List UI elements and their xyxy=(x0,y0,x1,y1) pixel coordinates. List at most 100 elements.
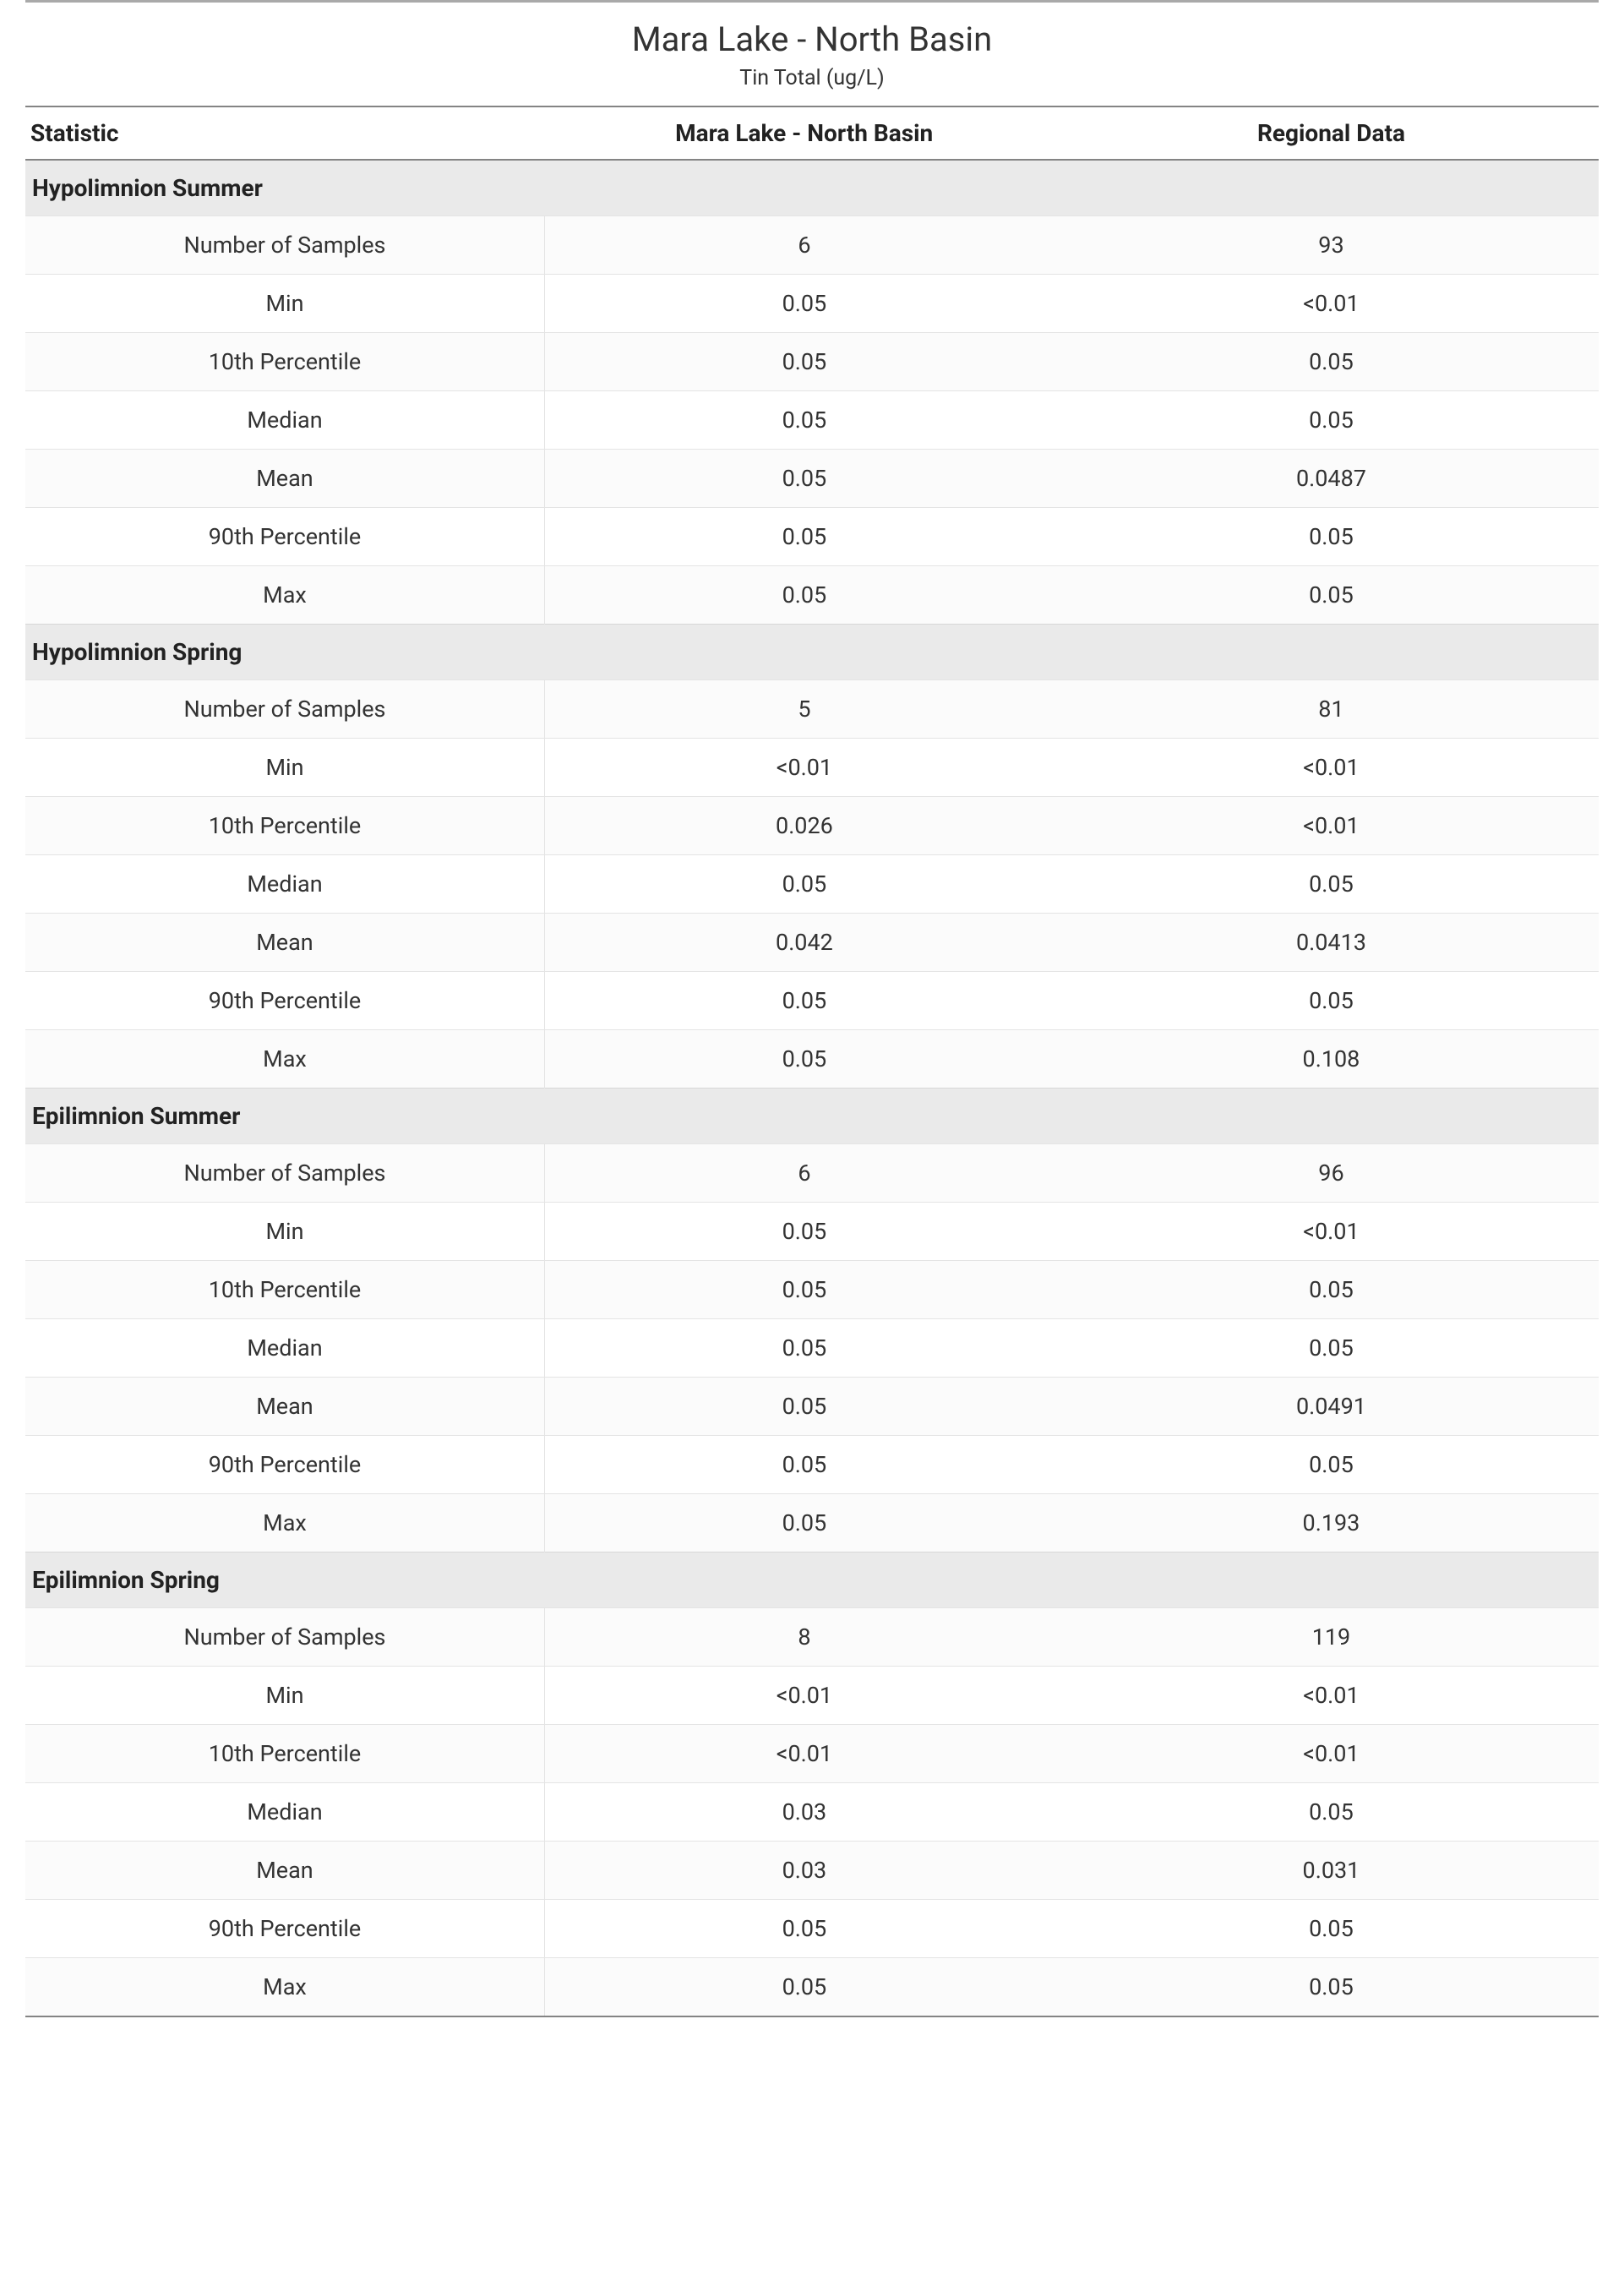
regional-value: 93 xyxy=(1064,216,1599,275)
site-value: 0.05 xyxy=(544,972,1063,1030)
table-row: Mean0.0420.0413 xyxy=(25,914,1599,972)
regional-value: 0.05 xyxy=(1064,1261,1599,1319)
regional-value: <0.01 xyxy=(1064,1203,1599,1261)
stat-label: Median xyxy=(25,855,544,914)
section-header-row: Epilimnion Spring xyxy=(25,1552,1599,1608)
page: Mara Lake - North Basin Tin Total (ug/L)… xyxy=(0,0,1624,2068)
stats-table: Statistic Mara Lake - North Basin Region… xyxy=(25,106,1599,2017)
site-value: 0.05 xyxy=(544,391,1063,450)
site-value: 0.026 xyxy=(544,797,1063,855)
site-value: 6 xyxy=(544,216,1063,275)
table-header-row: Statistic Mara Lake - North Basin Region… xyxy=(25,106,1599,160)
stat-label: Max xyxy=(25,1494,544,1552)
stat-label: Min xyxy=(25,1667,544,1725)
col-header-statistic: Statistic xyxy=(25,106,544,160)
table-row: 10th Percentile0.050.05 xyxy=(25,333,1599,391)
stat-label: Median xyxy=(25,1783,544,1842)
regional-value: 0.0491 xyxy=(1064,1378,1599,1436)
regional-value: 96 xyxy=(1064,1144,1599,1203)
regional-value: 0.108 xyxy=(1064,1030,1599,1089)
table-row: Number of Samples693 xyxy=(25,216,1599,275)
stat-label: 10th Percentile xyxy=(25,333,544,391)
regional-value: 0.05 xyxy=(1064,508,1599,566)
table-row: 90th Percentile0.050.05 xyxy=(25,1900,1599,1958)
site-value: 0.05 xyxy=(544,508,1063,566)
table-row: 10th Percentile<0.01<0.01 xyxy=(25,1725,1599,1783)
regional-value: 0.05 xyxy=(1064,1958,1599,2017)
site-value: <0.01 xyxy=(544,739,1063,797)
regional-value: <0.01 xyxy=(1064,1725,1599,1783)
regional-value: 119 xyxy=(1064,1608,1599,1667)
section-header: Hypolimnion Spring xyxy=(25,625,1599,680)
regional-value: 0.05 xyxy=(1064,855,1599,914)
stat-label: 10th Percentile xyxy=(25,1261,544,1319)
stat-label: Number of Samples xyxy=(25,1608,544,1667)
stat-label: Number of Samples xyxy=(25,216,544,275)
stat-label: Max xyxy=(25,1030,544,1089)
site-value: 0.05 xyxy=(544,333,1063,391)
site-value: 0.05 xyxy=(544,566,1063,625)
table-row: Median0.050.05 xyxy=(25,855,1599,914)
regional-value: 0.05 xyxy=(1064,1783,1599,1842)
section-header-row: Epilimnion Summer xyxy=(25,1089,1599,1144)
table-row: Number of Samples581 xyxy=(25,680,1599,739)
site-value: 0.05 xyxy=(544,1958,1063,2017)
site-value: 0.05 xyxy=(544,1494,1063,1552)
regional-value: <0.01 xyxy=(1064,275,1599,333)
page-title: Mara Lake - North Basin xyxy=(25,19,1599,59)
site-value: 0.05 xyxy=(544,1900,1063,1958)
table-row: Min0.05<0.01 xyxy=(25,1203,1599,1261)
top-rule xyxy=(25,0,1599,3)
page-subtitle: Tin Total (ug/L) xyxy=(25,66,1599,90)
table-row: 90th Percentile0.050.05 xyxy=(25,1436,1599,1494)
col-header-regional: Regional Data xyxy=(1064,106,1599,160)
table-row: Number of Samples8119 xyxy=(25,1608,1599,1667)
table-row: Max0.050.193 xyxy=(25,1494,1599,1552)
site-value: 8 xyxy=(544,1608,1063,1667)
table-row: Median0.050.05 xyxy=(25,1319,1599,1378)
table-row: 10th Percentile0.026<0.01 xyxy=(25,797,1599,855)
regional-value: 0.193 xyxy=(1064,1494,1599,1552)
site-value: <0.01 xyxy=(544,1667,1063,1725)
regional-value: 0.0413 xyxy=(1064,914,1599,972)
table-row: Max0.050.108 xyxy=(25,1030,1599,1089)
table-row: Max0.050.05 xyxy=(25,1958,1599,2017)
table-row: Min<0.01<0.01 xyxy=(25,739,1599,797)
stat-label: 10th Percentile xyxy=(25,1725,544,1783)
stat-label: Mean xyxy=(25,1378,544,1436)
site-value: 6 xyxy=(544,1144,1063,1203)
table-row: Min0.05<0.01 xyxy=(25,275,1599,333)
stat-label: Median xyxy=(25,1319,544,1378)
regional-value: 0.05 xyxy=(1064,972,1599,1030)
stat-label: Mean xyxy=(25,450,544,508)
regional-value: 0.05 xyxy=(1064,391,1599,450)
regional-value: 0.031 xyxy=(1064,1842,1599,1900)
stat-label: 90th Percentile xyxy=(25,1436,544,1494)
stat-label: Number of Samples xyxy=(25,680,544,739)
stat-label: Mean xyxy=(25,914,544,972)
site-value: 0.03 xyxy=(544,1783,1063,1842)
stat-label: 90th Percentile xyxy=(25,508,544,566)
site-value: 0.05 xyxy=(544,1436,1063,1494)
site-value: 5 xyxy=(544,680,1063,739)
table-row: 90th Percentile0.050.05 xyxy=(25,972,1599,1030)
stat-label: 10th Percentile xyxy=(25,797,544,855)
regional-value: 0.0487 xyxy=(1064,450,1599,508)
regional-value: 81 xyxy=(1064,680,1599,739)
table-row: Mean0.030.031 xyxy=(25,1842,1599,1900)
table-row: Max0.050.05 xyxy=(25,566,1599,625)
regional-value: <0.01 xyxy=(1064,797,1599,855)
table-row: Mean0.050.0491 xyxy=(25,1378,1599,1436)
stat-label: Min xyxy=(25,275,544,333)
col-header-site: Mara Lake - North Basin xyxy=(544,106,1063,160)
site-value: 0.042 xyxy=(544,914,1063,972)
site-value: 0.05 xyxy=(544,1261,1063,1319)
table-row: Median0.030.05 xyxy=(25,1783,1599,1842)
stat-label: Min xyxy=(25,739,544,797)
stat-label: Max xyxy=(25,1958,544,2017)
site-value: 0.05 xyxy=(544,855,1063,914)
stat-label: Min xyxy=(25,1203,544,1261)
table-row: 90th Percentile0.050.05 xyxy=(25,508,1599,566)
site-value: 0.05 xyxy=(544,275,1063,333)
stat-label: Max xyxy=(25,566,544,625)
